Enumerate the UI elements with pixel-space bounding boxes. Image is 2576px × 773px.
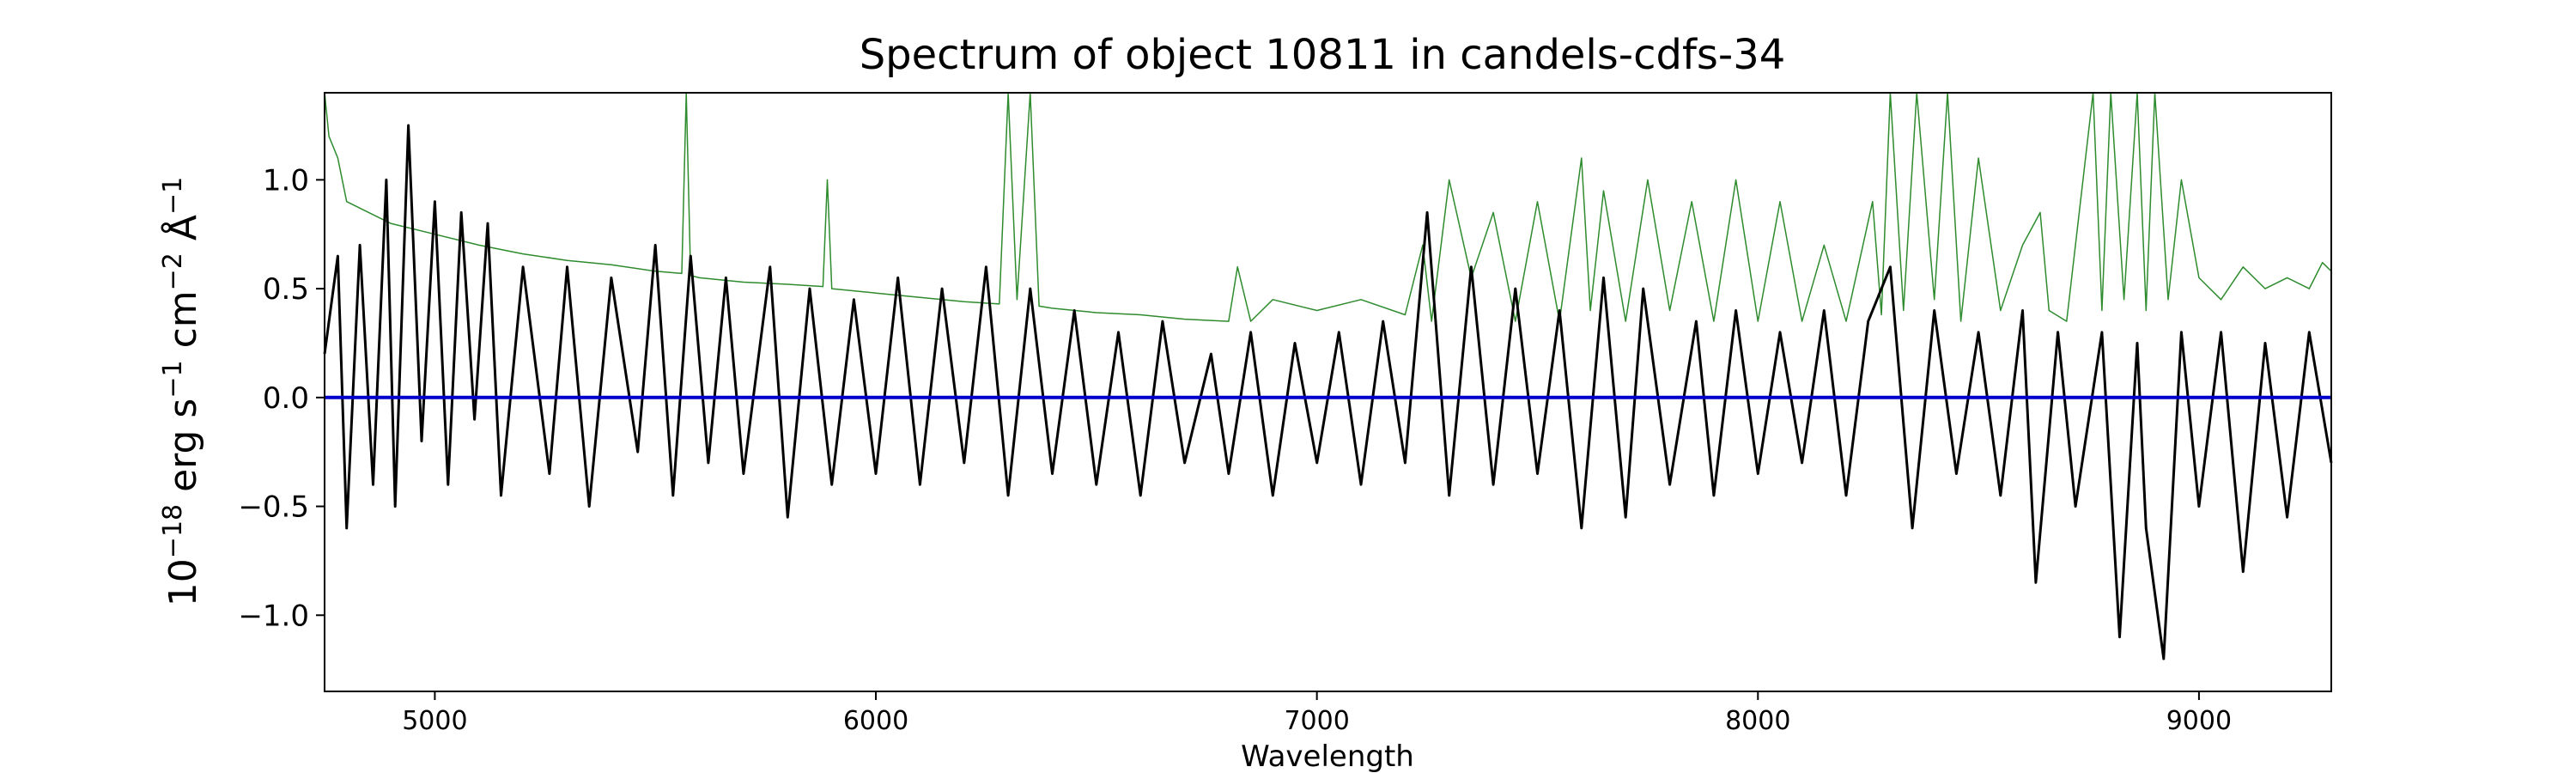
y-tick-label: 1.0 xyxy=(263,163,309,198)
error-series-line xyxy=(324,92,2332,322)
x-axis-label: Wavelength xyxy=(1241,740,1414,773)
y-tick-label: 0.5 xyxy=(263,272,309,307)
y-axis-label-exp2: −1 xyxy=(158,360,188,398)
y-axis-label: 10−18 erg s−1 cm−2 Å−1 xyxy=(158,177,206,606)
y-tick-label: 0.0 xyxy=(263,381,309,416)
y-tick-label: −0.5 xyxy=(238,490,309,525)
y-axis-label-exp4: −1 xyxy=(158,177,188,215)
x-tick-label: 5000 xyxy=(402,706,467,736)
chart-title: Spectrum of object 10811 in candels-cdfs… xyxy=(860,31,1786,79)
x-tick-label: 7000 xyxy=(1284,706,1349,736)
y-axis-label-exp3: −2 xyxy=(158,253,188,290)
y-axis-label-angstrom: Å xyxy=(160,215,205,253)
series-layer xyxy=(323,92,2333,660)
y-axis-label-cm: cm xyxy=(161,290,205,360)
x-tick-label: 6000 xyxy=(843,706,908,736)
y-axis-label-erg: erg s xyxy=(161,399,205,504)
plot-area xyxy=(323,92,2333,692)
flux-series-line xyxy=(323,124,2333,660)
y-tick-label: −1.0 xyxy=(238,599,309,633)
y-axis-label-base: 10 xyxy=(161,558,205,606)
x-axis: 5000 6000 7000 8000 9000 xyxy=(402,691,2232,736)
x-tick-label: 8000 xyxy=(1725,706,1790,736)
y-axis-label-exp1: −18 xyxy=(158,504,188,558)
y-axis: −1.0 −0.5 0.0 0.5 1.0 xyxy=(238,163,325,633)
plot-frame xyxy=(324,92,2332,692)
x-tick-label: 9000 xyxy=(2166,706,2232,736)
